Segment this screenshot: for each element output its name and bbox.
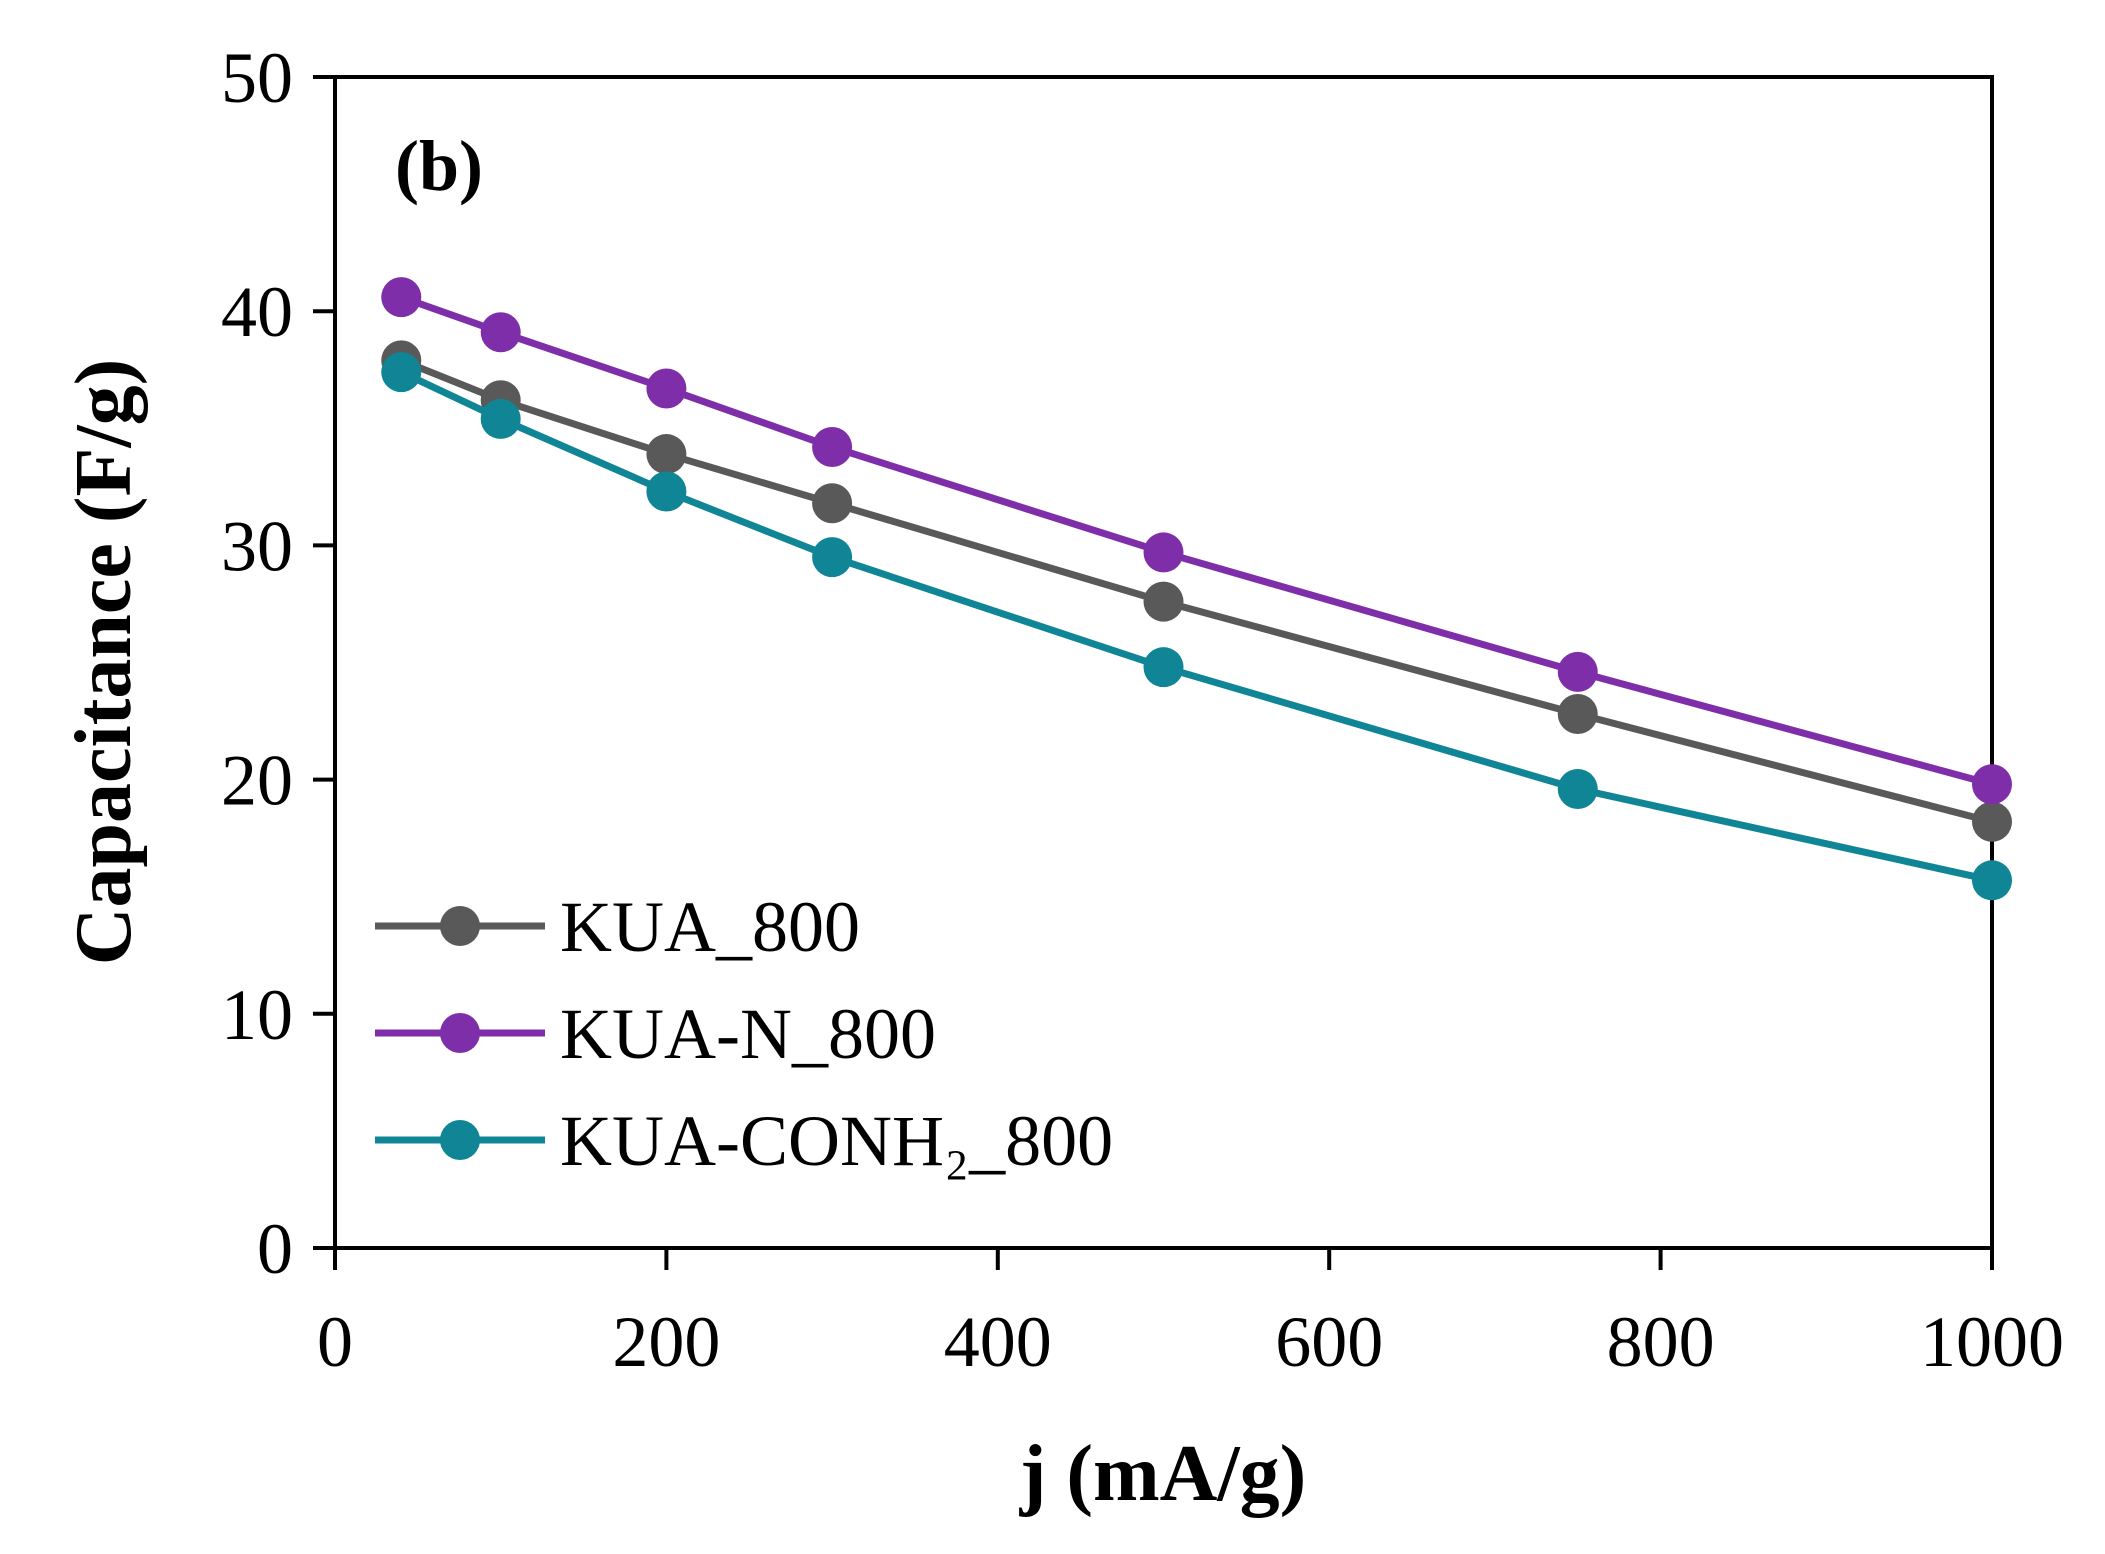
data-point xyxy=(1143,581,1184,622)
x-tick-label: 600 xyxy=(1275,1302,1383,1382)
data-point xyxy=(381,352,422,393)
x-tick-label: 400 xyxy=(944,1302,1052,1382)
data-point xyxy=(480,398,521,439)
data-point xyxy=(1972,764,2012,805)
legend-item: KUA_800 xyxy=(375,887,860,967)
y-tick-label: 0 xyxy=(257,1209,293,1289)
data-point xyxy=(812,483,853,524)
legend-swatch-marker xyxy=(440,906,480,946)
y-tick-label: 10 xyxy=(221,975,293,1055)
y-tick-label: 50 xyxy=(221,38,293,118)
y-tick-label: 40 xyxy=(221,272,293,352)
series-layer xyxy=(381,277,2012,901)
legend-label: KUA-N_800 xyxy=(560,994,936,1074)
data-point xyxy=(1557,768,1598,809)
panel-label: (b) xyxy=(395,126,483,206)
data-point xyxy=(812,427,853,468)
y-tick-label: 20 xyxy=(221,741,293,821)
series-2 xyxy=(381,352,2012,901)
data-point xyxy=(646,471,687,512)
data-point xyxy=(1143,647,1184,688)
legend-item: KUA-N_800 xyxy=(375,994,936,1074)
series-line xyxy=(399,357,1993,826)
axis-ticks: 0 10 20 30 40 50 0 200 400 600 800 1000 xyxy=(221,38,2064,1382)
legend-label: KUA_800 xyxy=(560,887,860,967)
series-1 xyxy=(381,277,2012,805)
data-point xyxy=(646,434,687,475)
series-0 xyxy=(381,340,2012,842)
data-point xyxy=(1972,801,2012,842)
x-tick-label: 800 xyxy=(1607,1302,1715,1382)
data-point xyxy=(812,537,853,578)
data-point xyxy=(480,312,521,353)
x-tick-label: 0 xyxy=(317,1302,353,1382)
x-axis-title: j (mA/g) xyxy=(1019,1430,1307,1518)
data-point xyxy=(1143,532,1184,573)
y-tick-label: 30 xyxy=(221,506,293,586)
data-point xyxy=(646,368,687,409)
legend-swatch-marker xyxy=(440,1120,480,1160)
x-tick-label: 200 xyxy=(612,1302,720,1382)
x-tick-label: 1000 xyxy=(1920,1302,2064,1382)
y-axis-title: Capacitance (F/g) xyxy=(60,359,148,966)
legend-item: KUA-CONH₂_800 xyxy=(375,1101,1113,1181)
data-point xyxy=(1972,860,2012,901)
data-point xyxy=(381,277,422,318)
legend: KUA_800 KUA-N_800 KUA-CONH₂_800 xyxy=(375,887,1113,1181)
series-line xyxy=(400,293,1993,788)
legend-swatch-marker xyxy=(440,1013,480,1053)
data-point xyxy=(1557,694,1598,735)
data-point xyxy=(1557,651,1598,692)
plot-frame xyxy=(333,75,1994,1250)
legend-label: KUA-CONH₂_800 xyxy=(560,1101,1113,1181)
